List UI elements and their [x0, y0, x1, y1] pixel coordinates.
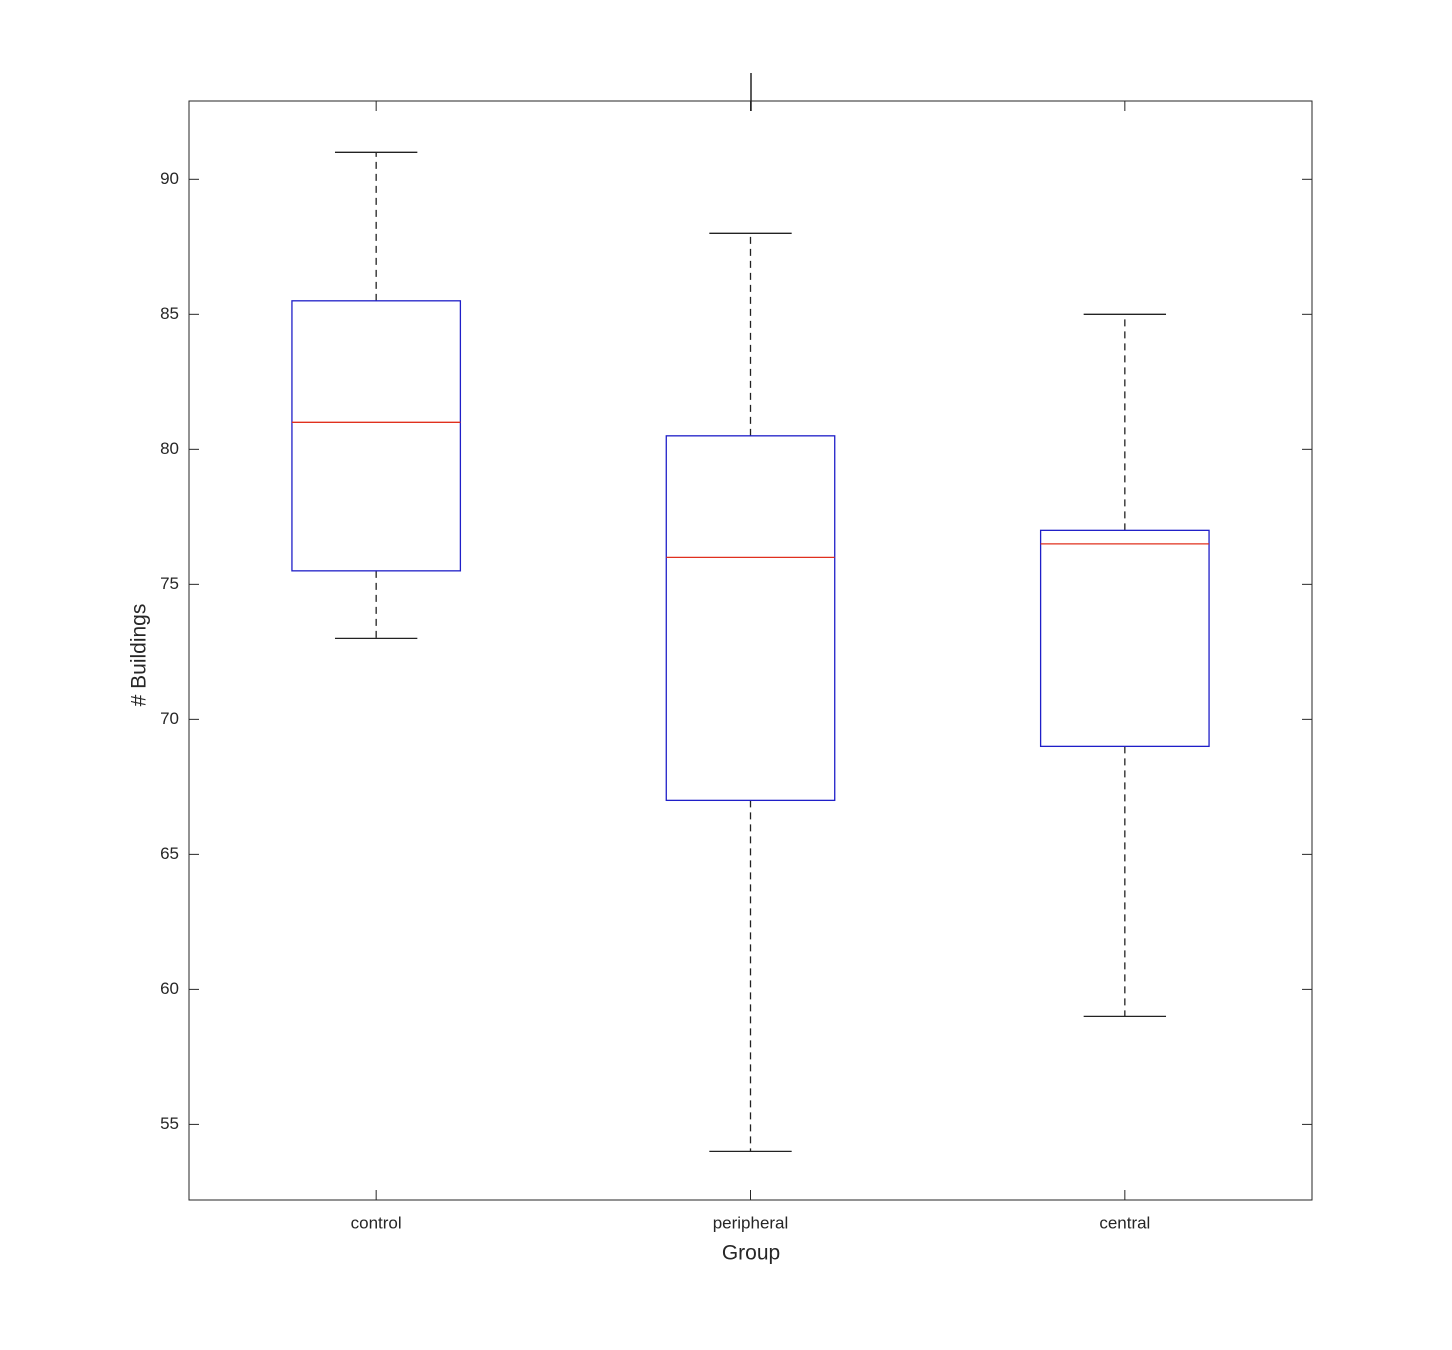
y-tick-label: 60 — [160, 979, 179, 998]
y-tick-label: 90 — [160, 169, 179, 188]
y-tick-label: 75 — [160, 574, 179, 593]
y-tick-label: 80 — [160, 439, 179, 458]
x-tick-label: central — [1099, 1213, 1150, 1232]
y-axis-label: # Buildings — [128, 604, 151, 707]
box — [291, 300, 462, 572]
x-tick-label: peripheral — [713, 1213, 789, 1232]
y-tick-label: 55 — [160, 1114, 179, 1133]
x-axis-label: Group — [722, 1242, 780, 1265]
y-tick-label: 65 — [160, 844, 179, 863]
x-tick-label: control — [351, 1213, 402, 1232]
y-tick-label: 85 — [160, 304, 179, 323]
box — [1039, 529, 1210, 748]
box — [665, 435, 836, 802]
y-tick-label: 70 — [160, 709, 179, 728]
